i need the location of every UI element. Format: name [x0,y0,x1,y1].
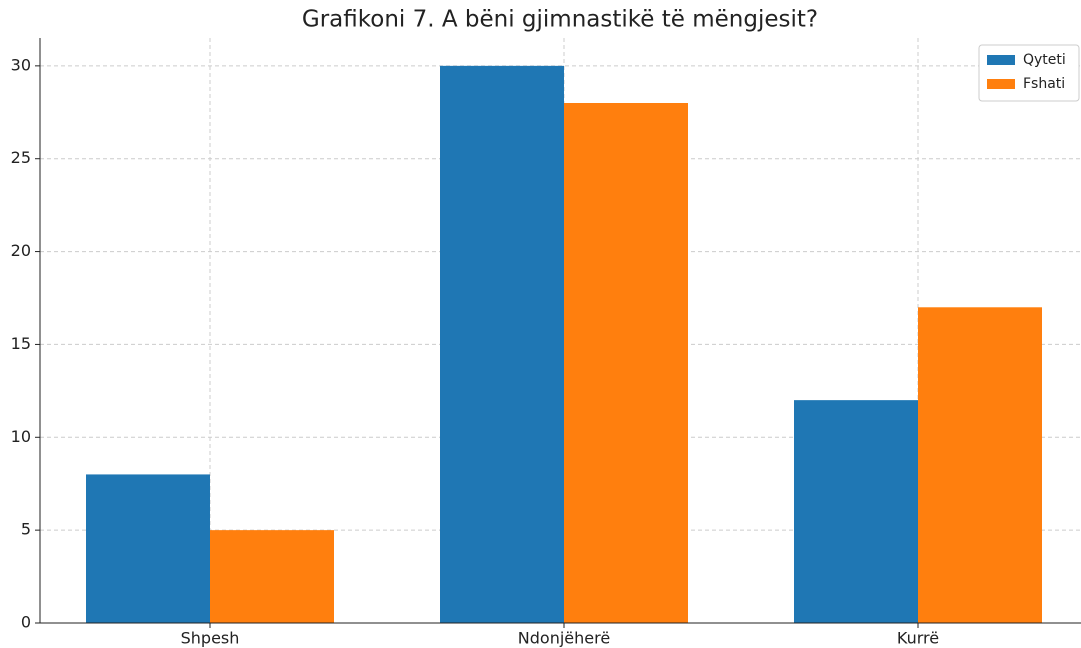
bar [440,65,564,624]
x-tick-label: Shpesh [181,629,240,648]
bar [794,400,918,623]
legend-swatch [987,79,1015,89]
y-tick-label: 15 [11,334,31,353]
chart-title: Grafikoni 7. A bëni gjimnastikë të mëngj… [302,7,818,33]
legend-label: Qyteti [1023,52,1066,68]
y-tick-label: 25 [11,148,31,167]
y-tick-label: 30 [11,55,31,74]
legend-swatch [987,55,1015,65]
bar [918,307,1042,623]
bar [86,474,210,623]
x-tick-label: Kurrë [897,629,939,648]
bar [210,530,334,623]
y-tick-label: 5 [21,520,31,539]
y-tick-label: 20 [11,241,31,260]
y-tick-label: 0 [21,613,31,632]
y-tick-label: 10 [11,427,31,446]
legend-label: Fshati [1023,76,1065,92]
x-tick-label: Ndonjëherë [518,629,610,648]
bar [564,103,688,623]
